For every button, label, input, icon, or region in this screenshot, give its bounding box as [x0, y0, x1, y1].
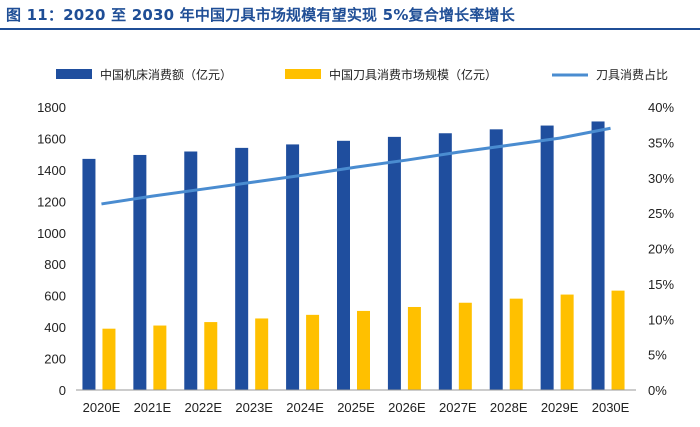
title-underline: [0, 28, 700, 30]
cutting-tool-bar-2020E: [102, 328, 116, 390]
y-right-tick-0%: 0%: [648, 383, 667, 398]
cutting-tool-bar-2026E: [407, 306, 421, 390]
share-line-path: [101, 126, 611, 206]
machine-tool-bar-2027E: [438, 133, 452, 390]
y-right-tick-15%: 15%: [648, 277, 674, 292]
figure-title: 图 11：2020 至 2030 年中国刀具市场规模有望实现 5%复合增长率增长: [6, 6, 515, 24]
cutting-tool-bar-2028E: [509, 298, 523, 390]
machine-tool-bar-2029E: [540, 125, 554, 391]
y-right-tick-35%: 35%: [648, 135, 674, 150]
y-left-tick-400: 400: [44, 320, 66, 335]
y-left-tick-1600: 1600: [37, 131, 66, 146]
y-left-tick-200: 200: [44, 352, 66, 367]
y-right-tick-25%: 25%: [648, 206, 674, 221]
cutting-tool-bar-2030E: [611, 290, 625, 390]
share-line: [101, 126, 611, 206]
y-left-tick-1200: 1200: [37, 194, 66, 209]
y-left-tick-0: 0: [59, 383, 66, 398]
y-right-tick-10%: 10%: [648, 312, 674, 327]
y-right-tick-40%: 40%: [648, 100, 674, 115]
y-right-tick-5%: 5%: [648, 348, 667, 363]
machine-tool-bar-2022E: [184, 151, 198, 390]
bars: [82, 121, 625, 391]
y-left-tick-1400: 1400: [37, 163, 66, 178]
cutting-tool-bar-2029E: [560, 294, 574, 390]
machine-tool-bar-2023E: [235, 147, 249, 390]
cutting-tool-bar-2025E: [357, 310, 370, 390]
y-left-tick-1800: 1800: [37, 100, 66, 115]
x-tick-label-2026E: 2026E: [388, 400, 426, 415]
machine-tool-bar-2030E: [591, 121, 605, 390]
y-left-tick-600: 600: [44, 289, 66, 304]
y-left-tick-1000: 1000: [37, 226, 66, 241]
legend-label-machine-tool: 中国机床消费额（亿元）: [100, 67, 232, 82]
cutting-tool-bar-2022E: [204, 322, 218, 390]
axes: 2020E 2021E 2022E 2023E 2024E 2025E 2026E 2027E…: [37, 100, 674, 415]
legend-label-share: 刀具消费占比: [596, 67, 668, 82]
cutting-tool-bar-2021E: [153, 325, 167, 390]
legend-label-cutting-tool: 中国刀具消费市场规模（亿元）: [329, 67, 497, 82]
cutting-tool-bar-2027E: [458, 302, 472, 390]
x-tick-label-2027E: 2027E: [439, 400, 477, 415]
machine-tool-bar-2026E: [387, 136, 401, 390]
x-tick-label-2030E: 2030E: [592, 400, 630, 415]
x-tick-label-2028E: 2028E: [490, 400, 528, 415]
machine-tool-bar-2025E: [337, 140, 350, 390]
machine-tool-bar-2028E: [489, 129, 503, 390]
machine-tool-bar-2020E: [82, 158, 96, 390]
x-tick-label-2023E: 2023E: [235, 400, 273, 415]
x-tick-label-2020E: 2020E: [83, 400, 121, 415]
x-tick-label-2029E: 2029E: [541, 400, 579, 415]
cutting-tool-bar-2024E: [306, 314, 320, 390]
y-right-tick-20%: 20%: [648, 242, 674, 257]
x-tick-label-2025E: 2025E: [337, 400, 375, 415]
x-tick-label-2021E: 2021E: [134, 400, 172, 415]
legend: 中国机床消费额（亿元） 中国刀具消费市场规模（亿元） 刀具消费占比: [56, 67, 668, 82]
machine-tool-bar-2024E: [286, 144, 300, 390]
y-left-tick-800: 800: [44, 257, 66, 272]
x-tick-label-2022E: 2022E: [184, 400, 222, 415]
y-right-tick-30%: 30%: [648, 171, 674, 186]
legend-swatch-cutting-tool: [285, 69, 321, 79]
machine-tool-bar-2021E: [133, 154, 147, 390]
legend-swatch-machine-tool: [56, 69, 92, 79]
x-tick-label-2024E: 2024E: [286, 400, 324, 415]
cutting-tool-bar-2023E: [255, 318, 269, 390]
